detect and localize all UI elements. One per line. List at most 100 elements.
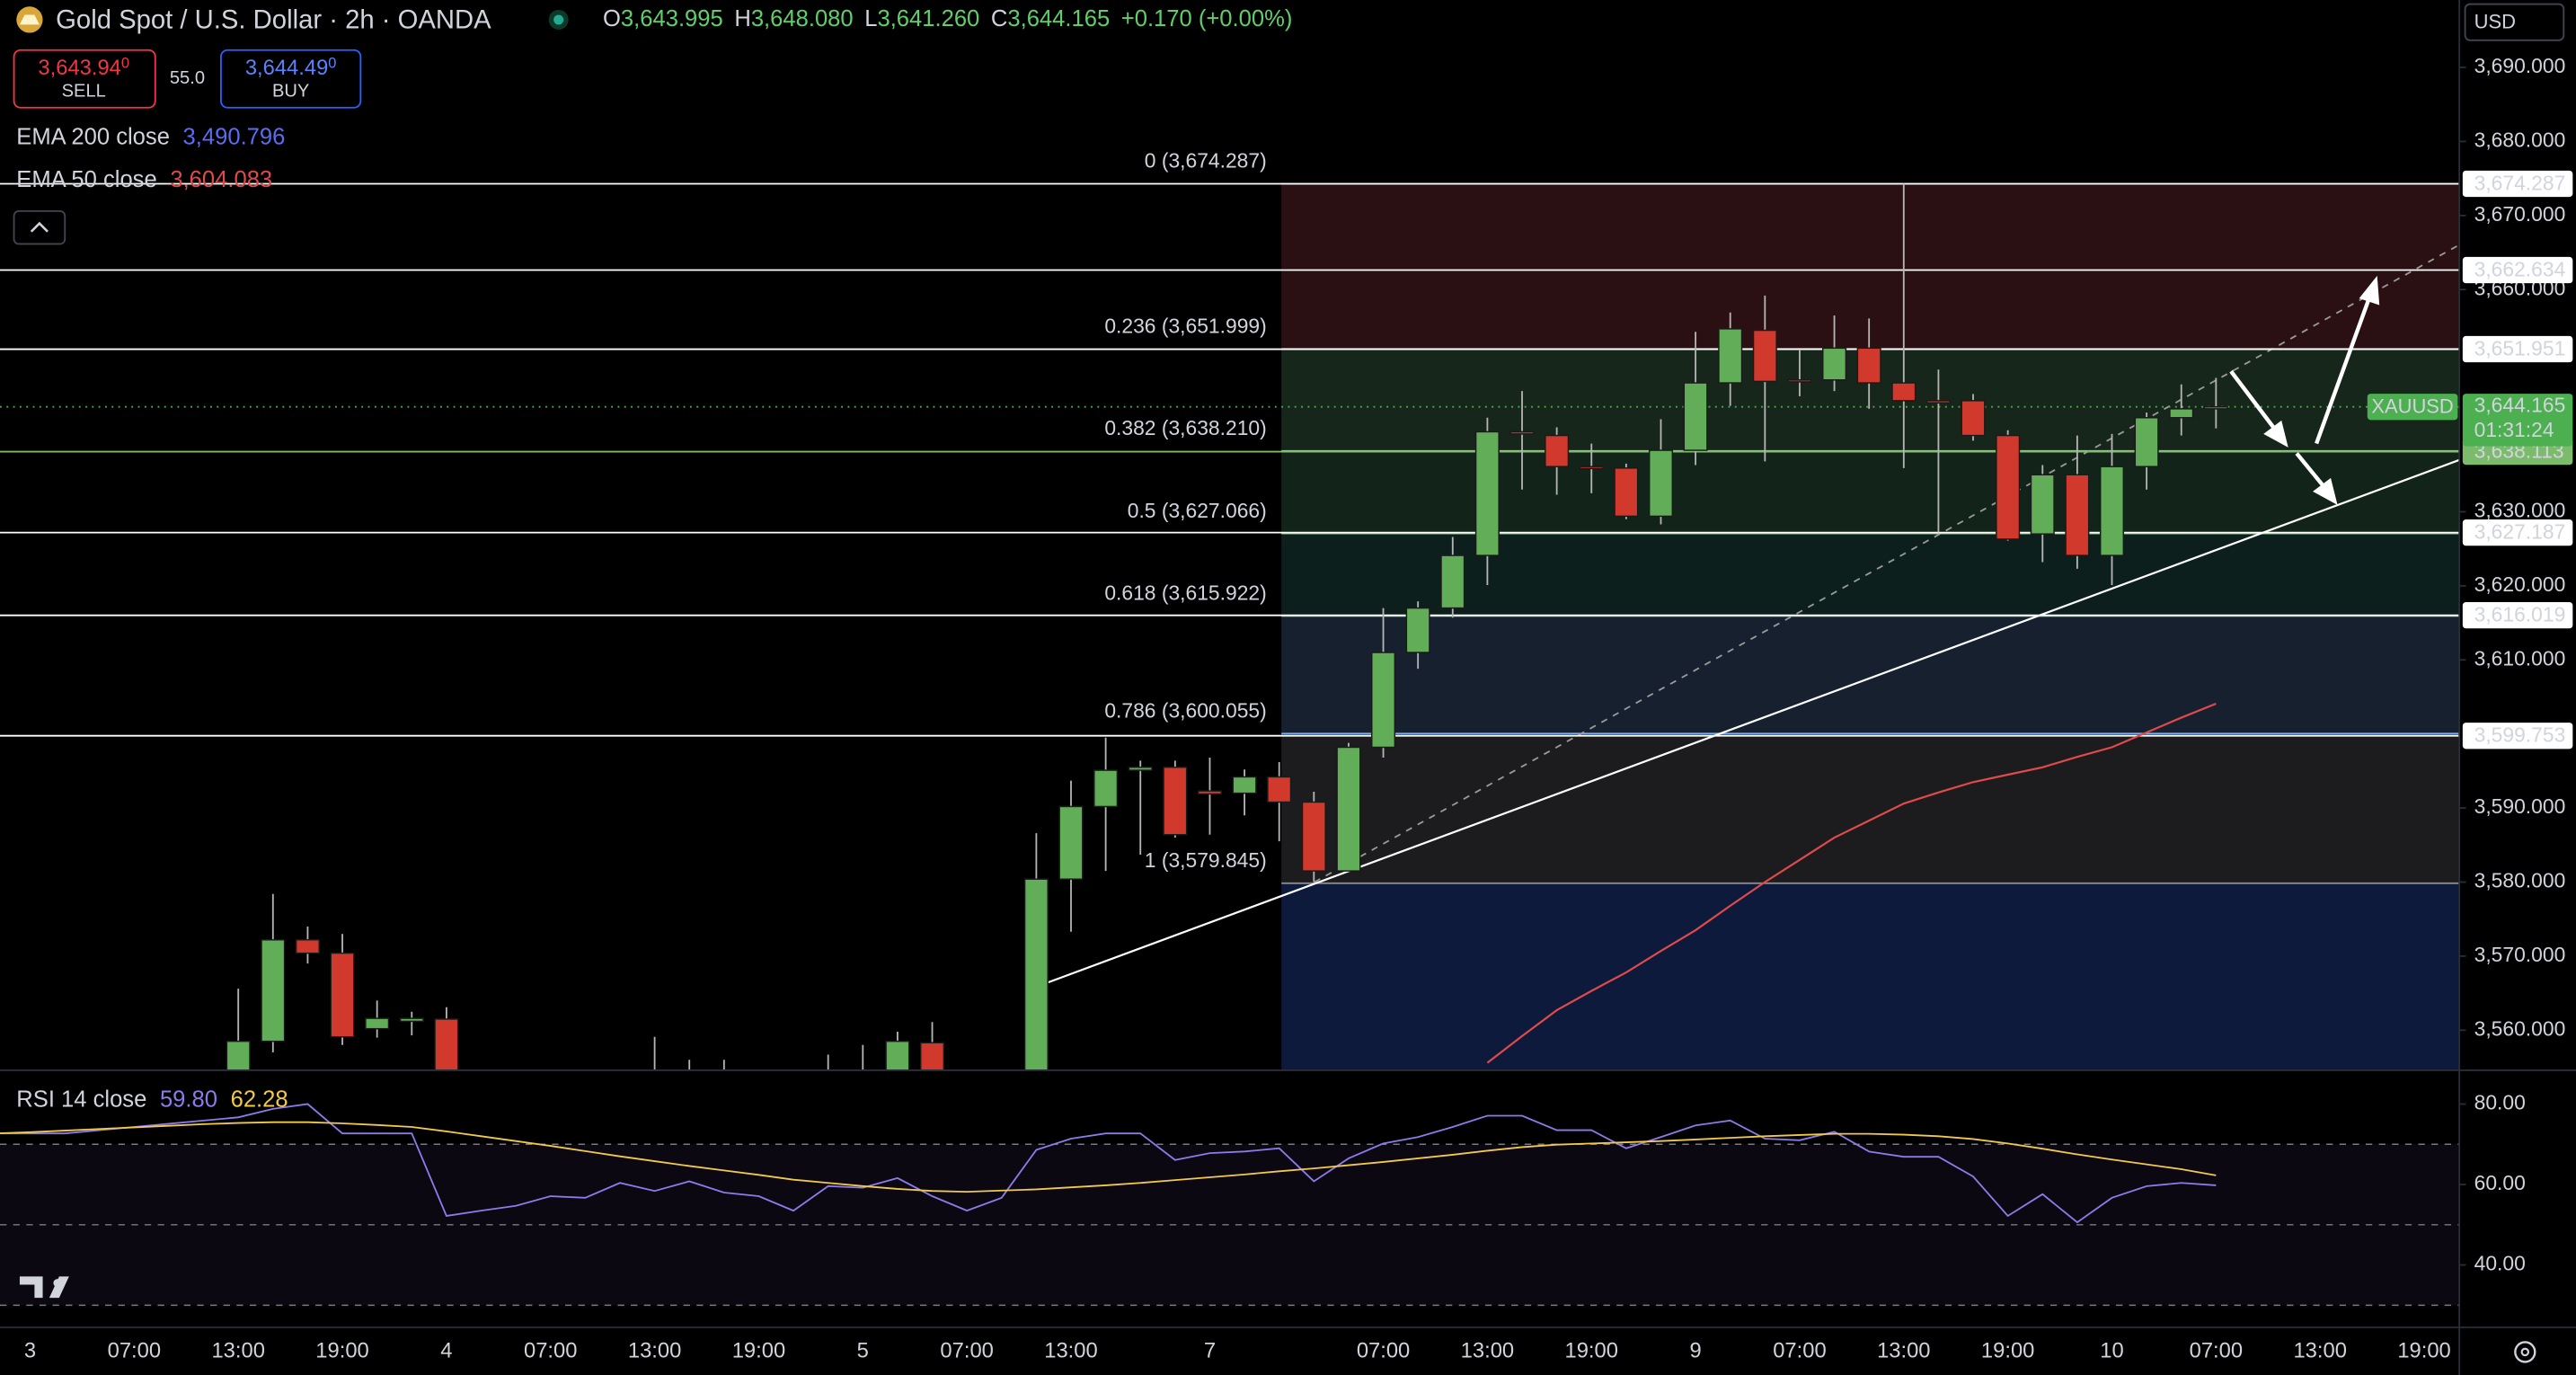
currency-button[interactable]: USD [2464, 3, 2565, 41]
ohlc: O3,643.995 H3,648.080 L3,641.260 C3,644.… [603, 6, 1292, 31]
y-tick-label: 3,570.000 [2474, 943, 2566, 966]
ohlc-value: 3,641.260 [877, 6, 979, 31]
rsi-ma-value[interactable]: 62.28 [231, 1087, 288, 1112]
candle-body [1440, 554, 1465, 609]
collapse-icon[interactable] [30, 221, 49, 233]
candle-body [1614, 467, 1639, 518]
last-price-box [2462, 394, 2573, 447]
candle-body [1787, 379, 1812, 383]
arrow [2229, 369, 2279, 434]
ohlc-value: 3,644.165 [1007, 6, 1110, 31]
x-tick-label: 07:00 [2190, 1339, 2243, 1363]
buy-box[interactable] [220, 49, 362, 109]
ohlc-value: 3,643.995 [621, 6, 723, 31]
price-label: 3,651.951 [2474, 337, 2566, 360]
x-tick-label: 13:00 [1461, 1339, 1514, 1363]
candle-body [1752, 329, 1777, 383]
symbol-tag-box [2367, 394, 2458, 421]
arrows [2229, 275, 2380, 505]
x-tick-label: 4 [440, 1339, 452, 1363]
indicator-legend[interactable]: EMA 50 close 3,604.083 [16, 167, 272, 192]
price-label-box [2462, 519, 2573, 546]
buy-price[interactable]: 3,644.490 [245, 56, 337, 80]
rsi-pane [0, 1103, 2460, 1307]
x-tick-label: 07:00 [108, 1339, 161, 1363]
arrow [2295, 452, 2328, 492]
price-label: 3,599.753 [2474, 723, 2566, 747]
candle-body [1545, 434, 1570, 467]
rsi-y-tick-label: 60.00 [2474, 1171, 2526, 1194]
x-tick-label: 13:00 [2293, 1339, 2346, 1363]
rsi-line [0, 1103, 2217, 1224]
candle-body [1474, 430, 1500, 556]
settings-icon-core[interactable] [2520, 1347, 2530, 1357]
buy-label[interactable]: BUY [272, 82, 309, 102]
candle-body [1301, 801, 1326, 872]
sell-price-main[interactable]: 3,643.94 [38, 56, 120, 80]
symbol-title[interactable]: Gold Spot / U.S. Dollar · 2h · OANDA [56, 6, 491, 35]
candle-body [1163, 767, 1188, 836]
sell-button[interactable]: 3,643.940 SELL [13, 49, 156, 109]
indicator-value[interactable]: 3,490.796 [183, 124, 286, 149]
candle-body [2099, 466, 2125, 556]
sell-label[interactable]: SELL [62, 82, 106, 102]
candle-body [2030, 474, 2055, 535]
market-status [553, 14, 564, 25]
sell-price-sup[interactable]: 0 [121, 56, 129, 72]
y-tick-label: 3,590.000 [2474, 794, 2566, 818]
fib-level-label: 1 (3,579.845) [1145, 848, 1267, 872]
currency[interactable]: USD [2474, 10, 2516, 32]
candle-body [1405, 607, 1430, 653]
collapse-button[interactable] [13, 209, 66, 245]
sell-box[interactable] [13, 49, 156, 109]
indicator-name[interactable]: EMA 200 close [16, 124, 170, 149]
settings-button[interactable] [2514, 1341, 2536, 1363]
ohlc-key: L [864, 6, 877, 31]
candle-body [2134, 417, 2159, 467]
spread: 55.0 [170, 68, 205, 88]
x-tick-label: 07:00 [524, 1339, 577, 1363]
y-tick-label: 3,630.000 [2474, 498, 2566, 521]
candle-body [1718, 328, 1743, 384]
last-price-label: 3,644.165 [2474, 394, 2566, 417]
buy-button[interactable]: 3,644.490 BUY [220, 49, 362, 109]
candle-body [1128, 767, 1153, 771]
rsi-legend[interactable]: RSI 14 close 59.80 62.28 [16, 1087, 288, 1112]
x-tick-label: 07:00 [1357, 1339, 1410, 1363]
candle-body [1683, 382, 1708, 451]
buy-price-sup[interactable]: 0 [328, 56, 336, 72]
arrow-head [2263, 420, 2288, 448]
price-label-box [2462, 602, 2573, 629]
collapse-box[interactable] [13, 209, 66, 245]
buy-price-main[interactable]: 3,644.49 [245, 56, 328, 80]
candle-body [434, 1018, 459, 1069]
indicator-value[interactable]: 3,604.083 [170, 167, 272, 192]
settings-icon[interactable] [2514, 1341, 2536, 1363]
fib-zone [1281, 883, 2460, 1069]
trend-line [1048, 458, 2460, 984]
candle-body [295, 939, 320, 954]
x-tick-label: 19:00 [732, 1339, 785, 1363]
symbol-icon-glyph [19, 14, 40, 25]
sell-price[interactable]: 3,643.940 [38, 56, 129, 80]
ohlc-key: H [734, 6, 750, 31]
candle-body [1267, 776, 1292, 803]
candle-body [399, 1017, 424, 1023]
x-tick-label: 13:00 [1044, 1339, 1097, 1363]
ohlc-key: C [991, 6, 1007, 31]
indicator-name[interactable]: EMA 50 close [16, 167, 156, 192]
rsi-value[interactable]: 59.80 [160, 1087, 217, 1112]
arrow [2315, 293, 2373, 445]
indicator-legend[interactable]: EMA 200 close 3,490.796 [16, 124, 285, 149]
x-tick-label: 07:00 [940, 1339, 993, 1363]
logo-dot[interactable] [53, 1279, 62, 1288]
candle-body [2169, 408, 2194, 419]
ohlc-key: O [603, 6, 621, 31]
currency-box[interactable] [2464, 3, 2565, 41]
x-tick-label: 19:00 [1981, 1339, 2034, 1363]
candle-body [1509, 430, 1535, 435]
rsi-y-tick-label: 40.00 [2474, 1252, 2526, 1275]
rsi-title[interactable]: RSI 14 close [16, 1087, 146, 1112]
candle-body [1925, 400, 1951, 404]
